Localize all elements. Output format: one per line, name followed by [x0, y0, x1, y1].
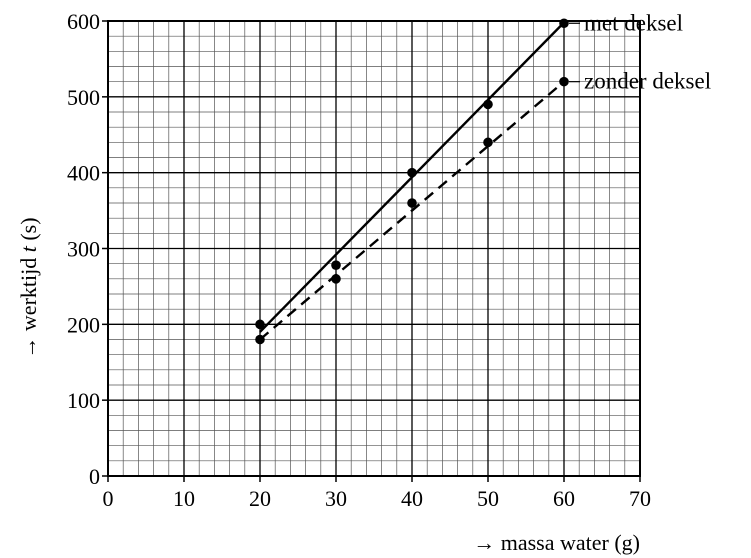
series-labels: met deksel zonder deksel [569, 10, 711, 94]
y-tick-label: 500 [67, 85, 100, 110]
data-point-series-1 [255, 319, 265, 330]
data-point-series-1 [559, 18, 569, 29]
y-tick-label: 600 [67, 9, 100, 34]
data-point-series-2 [407, 198, 417, 208]
series-label-1: met deksel [584, 10, 683, 35]
y-tick-label: 0 [89, 464, 100, 489]
series-line-2 [259, 80, 565, 341]
y-axis-title-suffix: (s) [16, 217, 41, 246]
x-tick-label: 40 [401, 486, 423, 511]
major-grid [102, 20, 641, 482]
y-axis-title-variable: t [16, 245, 41, 252]
data-point-series-2 [559, 76, 569, 87]
x-tick-label: 0 [103, 486, 114, 511]
x-tick-label: 30 [325, 486, 347, 511]
y-tick-label: 100 [67, 388, 100, 413]
x-tick-label: 50 [477, 486, 499, 511]
series-layer [255, 18, 569, 345]
x-tick-label: 20 [249, 486, 271, 511]
y-tick-label: 400 [67, 161, 100, 186]
y-tick-label: 200 [67, 312, 100, 337]
data-point-series-2 [483, 137, 493, 148]
data-point-series-1 [483, 99, 493, 110]
x-tick-label: 10 [173, 486, 195, 511]
y-tick-label: 300 [67, 237, 100, 262]
x-tick-label: 60 [553, 486, 575, 511]
y-axis-title: → werktijd t (s) [16, 217, 41, 358]
x-axis-title: → massa water (g) [473, 530, 640, 555]
series-label-2: zonder deksel [584, 69, 711, 94]
data-point-series-1 [407, 167, 417, 178]
tick-labels: 0 10 20 30 40 50 60 70 0 100 200 300 400 500 600 [67, 9, 651, 511]
x-tick-label: 70 [629, 486, 651, 511]
data-point-series-2 [331, 274, 341, 284]
data-point-series-2 [255, 334, 265, 345]
y-axis-title-prefix: → werktijd [16, 252, 41, 358]
data-point-series-1 [331, 260, 341, 270]
